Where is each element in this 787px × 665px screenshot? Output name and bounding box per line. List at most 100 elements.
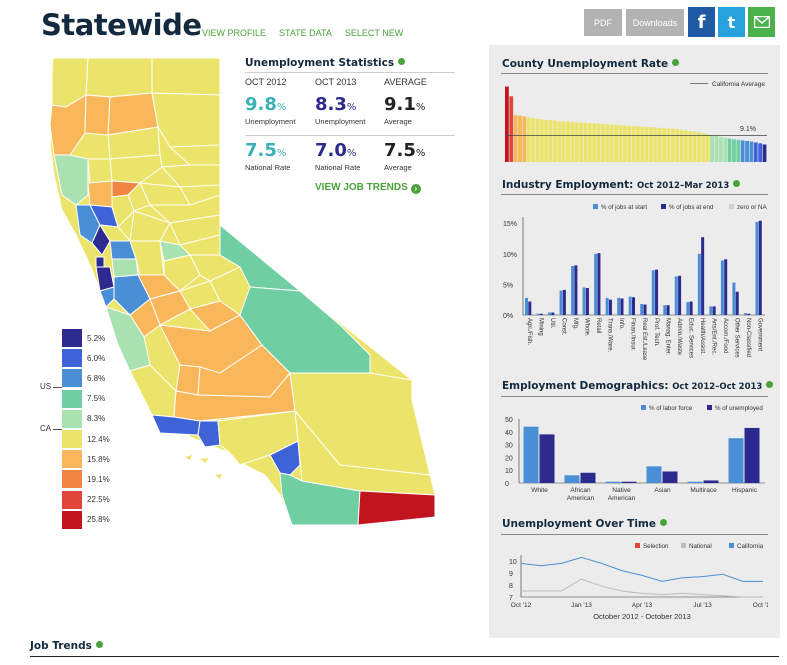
pdf-button[interactable]: PDF: [584, 9, 622, 36]
county-bar[interactable]: [526, 117, 531, 162]
county-bar[interactable]: [601, 124, 605, 162]
county-bar[interactable]: [745, 140, 749, 162]
industry-bar[interactable]: [686, 302, 690, 315]
demographic-bar[interactable]: [580, 472, 596, 483]
county-bar[interactable]: [684, 130, 688, 162]
county-bar[interactable]: [736, 139, 741, 162]
industry-bar[interactable]: [643, 304, 647, 315]
demographic-bar[interactable]: [662, 471, 678, 483]
industry-bar[interactable]: [536, 313, 540, 315]
industry-bar[interactable]: [585, 288, 589, 315]
county-bar[interactable]: [666, 128, 671, 162]
demographic-bar[interactable]: [728, 438, 744, 483]
info-icon[interactable]: [672, 59, 680, 66]
facebook-icon[interactable]: f: [688, 7, 715, 37]
industry-bar[interactable]: [724, 259, 728, 315]
industry-bar[interactable]: [632, 297, 636, 315]
industry-bar[interactable]: [571, 266, 575, 315]
industry-bar[interactable]: [562, 289, 566, 315]
county-lake[interactable]: [87, 180, 113, 208]
county-bar[interactable]: [649, 127, 653, 162]
county-bar[interactable]: [505, 86, 509, 162]
industry-bar[interactable]: [605, 297, 609, 315]
county-bar[interactable]: [749, 141, 754, 162]
industry-bar[interactable]: [559, 290, 563, 316]
county-bar[interactable]: [570, 121, 575, 162]
county-bar[interactable]: [574, 122, 579, 162]
demographic-bar[interactable]: [744, 427, 760, 483]
county-bar[interactable]: [727, 138, 732, 162]
county-bar[interactable]: [605, 124, 610, 162]
info-icon[interactable]: [766, 381, 774, 388]
county-bar[interactable]: [535, 118, 540, 162]
industry-bar[interactable]: [689, 301, 693, 315]
industry-bar[interactable]: [597, 253, 601, 315]
county-bar[interactable]: [714, 135, 719, 162]
county-bar[interactable]: [531, 118, 535, 162]
info-icon[interactable]: [398, 58, 406, 65]
downloads-button[interactable]: Downloads: [626, 9, 684, 36]
industry-bar[interactable]: [735, 291, 739, 315]
industry-bar[interactable]: [709, 306, 713, 315]
county-bar[interactable]: [627, 125, 632, 162]
county-bar[interactable]: [758, 143, 763, 162]
industry-bar[interactable]: [674, 276, 678, 315]
industry-bar[interactable]: [720, 260, 724, 315]
demographic-bar[interactable]: [605, 481, 621, 483]
demographic-bar[interactable]: [687, 481, 703, 483]
industry-bar[interactable]: [608, 299, 612, 315]
industry-bar[interactable]: [758, 220, 762, 315]
industry-bar[interactable]: [655, 269, 659, 315]
county-bar[interactable]: [636, 126, 640, 162]
demographic-bar[interactable]: [564, 475, 580, 483]
state-data-link[interactable]: STATE DATA: [279, 28, 332, 38]
industry-bar[interactable]: [663, 305, 667, 315]
county-bar[interactable]: [679, 129, 684, 162]
county-bar[interactable]: [548, 120, 553, 162]
county-alameda[interactable]: [111, 258, 139, 278]
industry-bar[interactable]: [548, 312, 552, 315]
industry-bar[interactable]: [678, 275, 682, 315]
industry-bar[interactable]: [617, 297, 621, 315]
info-icon[interactable]: [95, 641, 103, 648]
county-bar[interactable]: [705, 134, 710, 162]
county-bar[interactable]: [723, 137, 728, 162]
industry-bar[interactable]: [651, 270, 655, 315]
industry-bar[interactable]: [539, 313, 543, 315]
info-icon[interactable]: [660, 519, 667, 526]
county-imperial[interactable]: [357, 490, 436, 525]
county-yolo[interactable]: [111, 194, 135, 228]
county-lassen[interactable]: [151, 92, 221, 148]
demographic-bar[interactable]: [646, 466, 662, 483]
county-bar[interactable]: [522, 116, 527, 162]
county-bar[interactable]: [518, 115, 522, 162]
county-bar[interactable]: [614, 124, 618, 162]
county-bar[interactable]: [697, 132, 701, 162]
county-bar[interactable]: [762, 144, 767, 162]
info-icon[interactable]: [733, 180, 741, 187]
county-bar[interactable]: [644, 126, 649, 162]
county-bar[interactable]: [753, 142, 758, 162]
industry-bar[interactable]: [594, 253, 598, 315]
county-bar[interactable]: [631, 126, 636, 162]
demographic-bar[interactable]: [539, 434, 555, 483]
county-trinity[interactable]: [84, 94, 111, 136]
county-siskiyou[interactable]: [85, 57, 153, 98]
county-calaveras[interactable]: [163, 254, 201, 292]
county-ventura[interactable]: [197, 420, 221, 448]
county-mono[interactable]: [219, 223, 302, 292]
industry-bar[interactable]: [747, 313, 751, 315]
county-bar[interactable]: [710, 135, 714, 162]
industry-bar[interactable]: [697, 253, 701, 315]
california-county-map[interactable]: [40, 55, 440, 525]
industry-bar[interactable]: [743, 313, 747, 315]
county-bar[interactable]: [596, 123, 601, 162]
county-glenn[interactable]: [87, 158, 113, 184]
county-bar[interactable]: [740, 140, 745, 162]
county-butte[interactable]: [109, 154, 163, 184]
county-bar[interactable]: [587, 123, 592, 162]
industry-bar[interactable]: [732, 282, 736, 315]
county-bar[interactable]: [618, 125, 623, 162]
demographic-bar[interactable]: [621, 481, 637, 483]
county-bar[interactable]: [513, 115, 518, 162]
